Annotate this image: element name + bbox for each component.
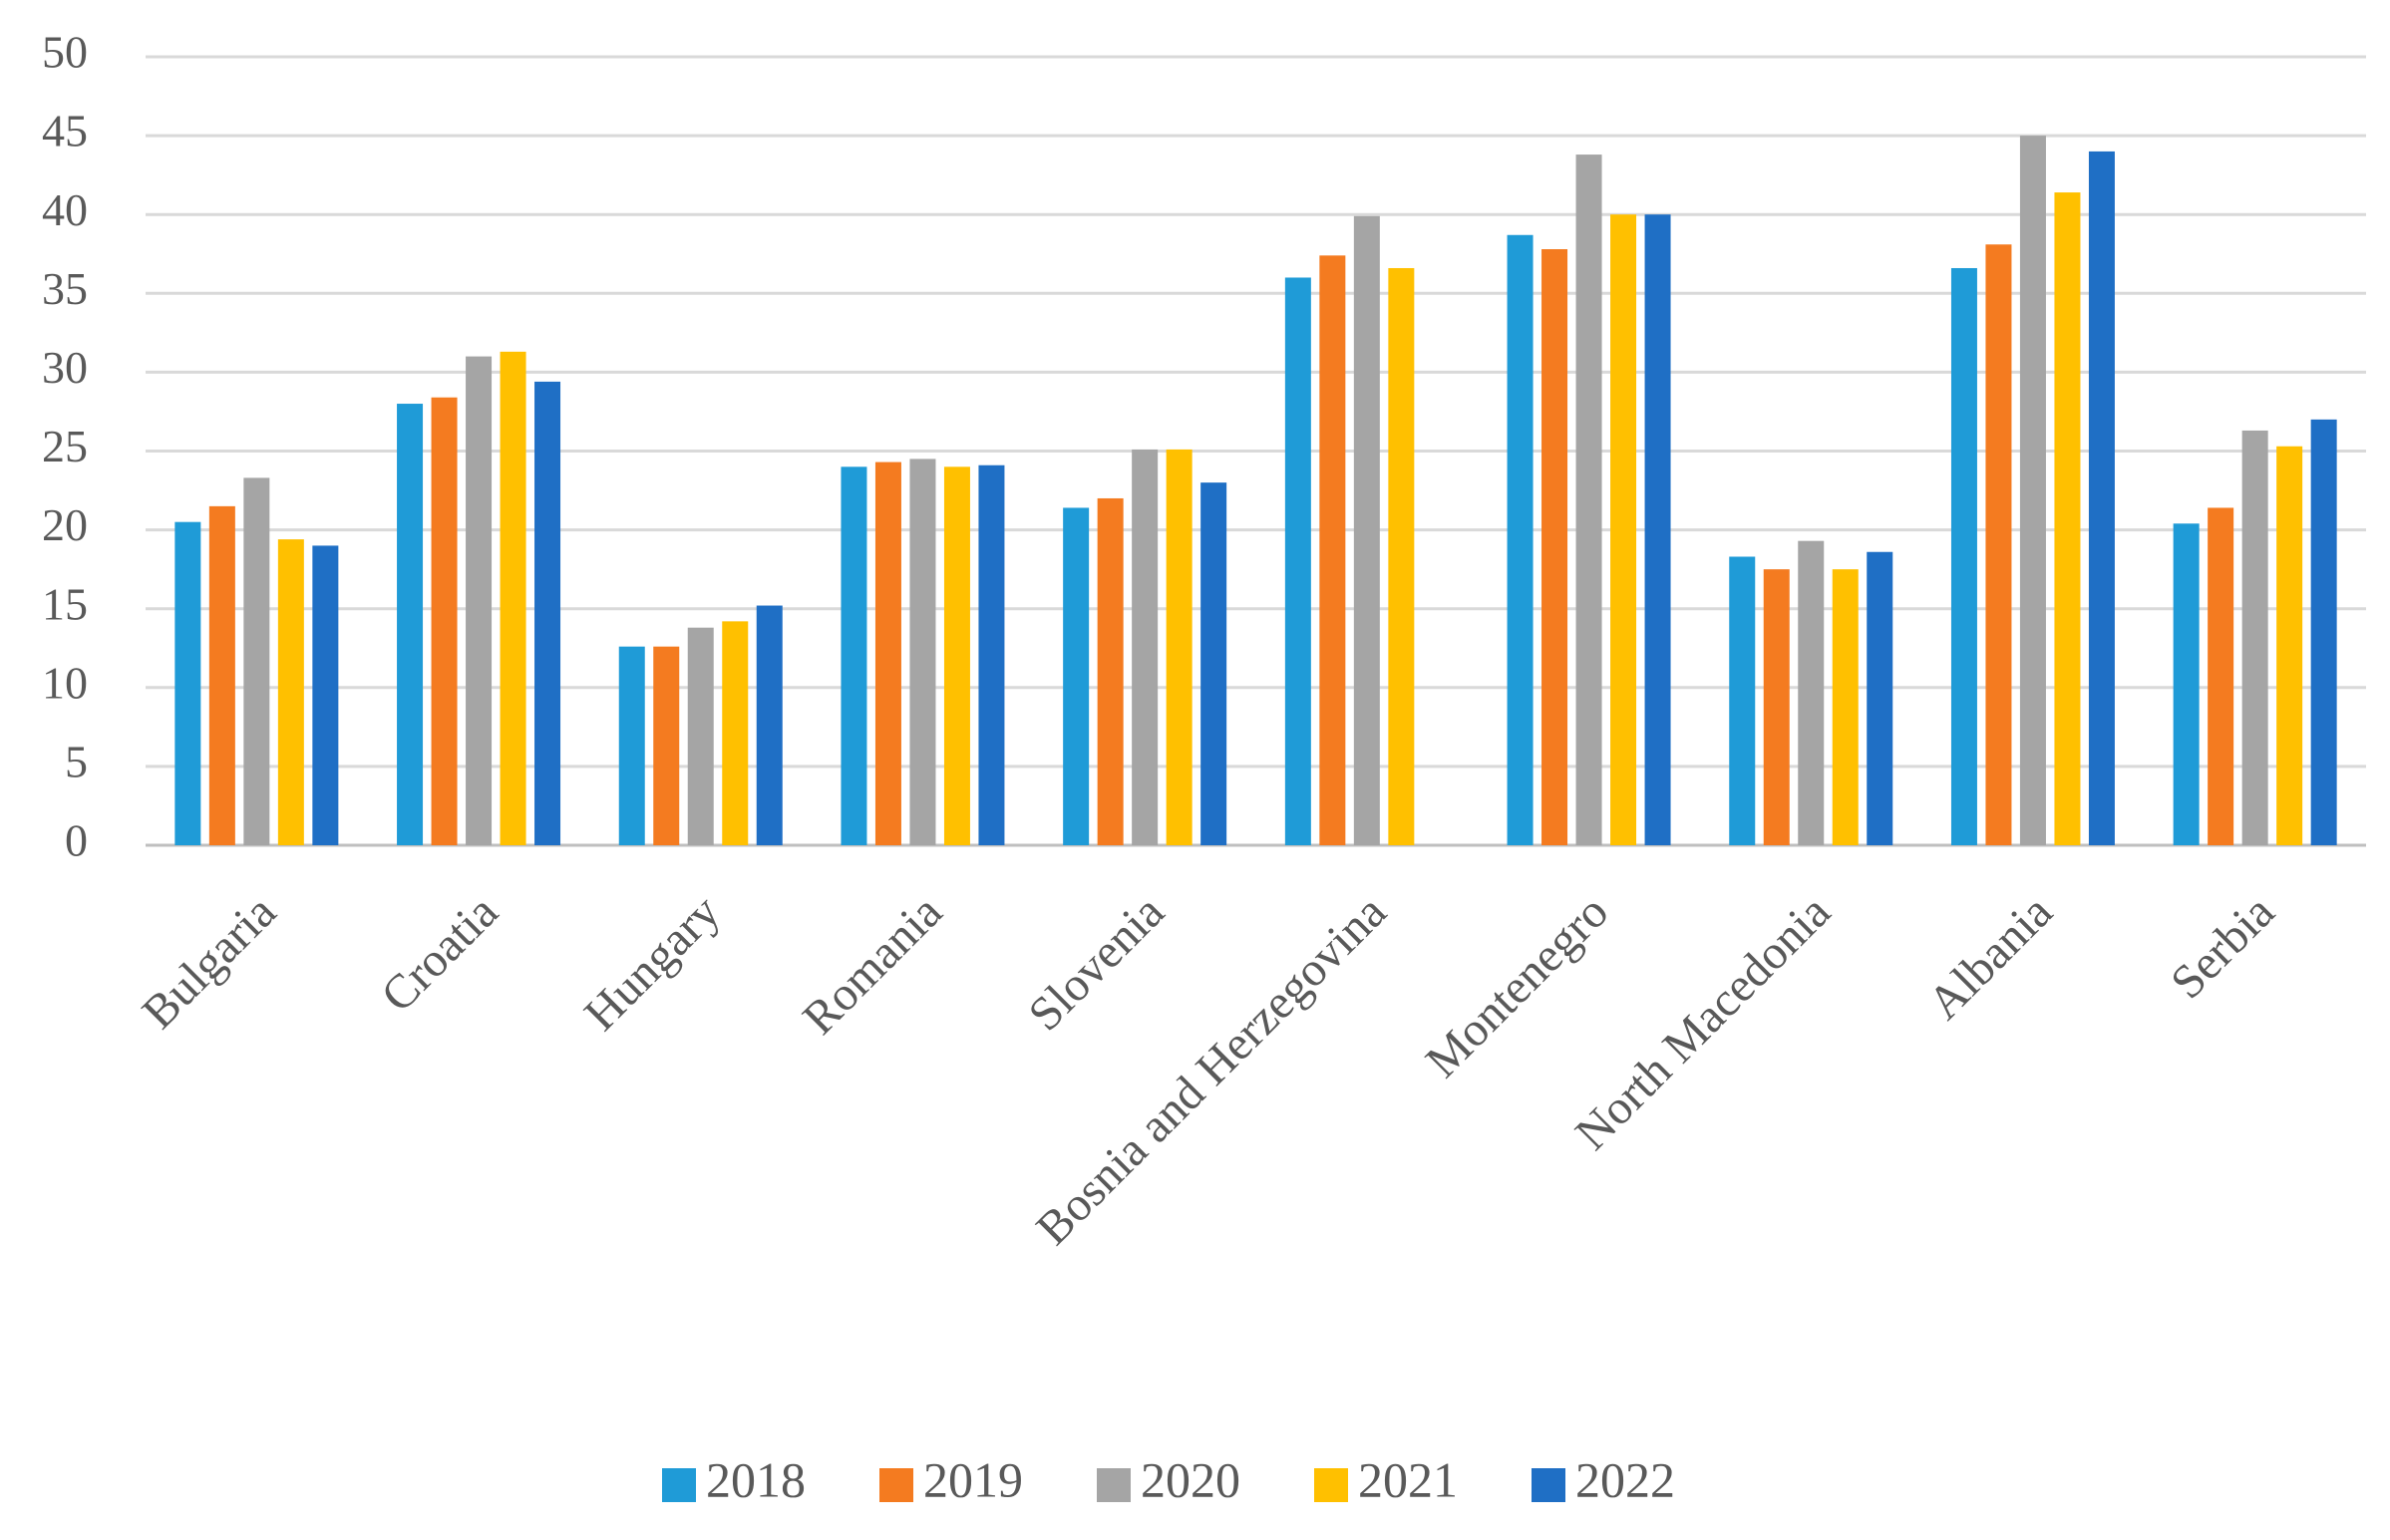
bar xyxy=(1166,449,1193,845)
y-tick-label: 40 xyxy=(42,184,88,235)
bar xyxy=(2019,136,2046,846)
bar xyxy=(2173,523,2200,845)
bar xyxy=(1507,234,1534,846)
bar xyxy=(1798,540,1825,845)
bar xyxy=(874,462,901,845)
bar xyxy=(909,459,936,845)
bar xyxy=(1985,244,2012,845)
bar xyxy=(1729,556,1756,845)
bar xyxy=(500,351,526,845)
bar xyxy=(1353,215,1380,846)
bar xyxy=(978,464,1005,845)
bar xyxy=(722,621,749,845)
bar xyxy=(1132,449,1159,845)
legend-label: 2019 xyxy=(923,1451,1023,1507)
bar xyxy=(2241,430,2268,845)
bar xyxy=(1097,497,1124,845)
bar xyxy=(1063,507,1090,845)
bar xyxy=(1644,214,1671,845)
y-tick-label: 5 xyxy=(65,736,88,786)
y-tick-label: 0 xyxy=(65,815,88,866)
y-tick-label: 50 xyxy=(42,27,88,78)
bar xyxy=(534,381,561,845)
bar xyxy=(1200,482,1227,845)
bar xyxy=(2208,507,2234,845)
bar xyxy=(1541,249,1568,845)
bar xyxy=(243,477,270,845)
x-tick-label: Hungary xyxy=(574,885,730,1041)
y-tick-label: 15 xyxy=(42,578,88,629)
bar xyxy=(2088,151,2115,846)
legend-label: 2022 xyxy=(1575,1451,1675,1507)
bar xyxy=(312,545,339,845)
bar xyxy=(756,605,783,845)
bar xyxy=(466,356,493,845)
bar xyxy=(1610,214,1637,845)
legend-label: 2020 xyxy=(1141,1451,1240,1507)
bar xyxy=(687,627,714,845)
bar xyxy=(2310,419,2337,845)
y-tick-label: 10 xyxy=(42,657,88,708)
bar xyxy=(1832,569,1859,845)
bar xyxy=(2054,192,2081,845)
bar xyxy=(1575,154,1602,846)
legend-swatch xyxy=(662,1468,696,1502)
x-tick-label: Slovenia xyxy=(1018,885,1174,1041)
x-tick-label: Montenegro xyxy=(1416,885,1618,1087)
bar xyxy=(431,397,458,845)
bar xyxy=(1867,551,1893,845)
legend-swatch xyxy=(1532,1468,1565,1502)
bar xyxy=(1284,277,1311,846)
y-tick-label: 45 xyxy=(42,106,88,156)
legend-swatch xyxy=(1314,1468,1348,1502)
bar xyxy=(618,646,645,845)
legend-swatch xyxy=(1097,1468,1131,1502)
bar xyxy=(174,521,201,845)
bar xyxy=(841,466,867,845)
bar xyxy=(208,505,235,845)
bar xyxy=(1950,267,1977,845)
y-tick-label: 30 xyxy=(42,342,88,393)
bar xyxy=(1388,267,1415,845)
legend-swatch xyxy=(879,1468,913,1502)
x-tick-label: Croatia xyxy=(371,885,508,1022)
x-tick-label: Romania xyxy=(793,885,952,1045)
bar xyxy=(1319,255,1346,845)
bar xyxy=(1763,569,1790,845)
y-tick-label: 20 xyxy=(42,499,88,550)
y-tick-label: 35 xyxy=(42,263,88,314)
bar xyxy=(397,404,424,845)
y-tick-label: 25 xyxy=(42,421,88,471)
bar xyxy=(653,646,680,845)
bar xyxy=(2276,446,2303,845)
x-tick-label: Bulgaria xyxy=(133,885,286,1039)
x-tick-label: Albania xyxy=(1918,885,2063,1030)
x-tick-label: Serbia xyxy=(2161,885,2284,1009)
bar xyxy=(943,466,970,845)
legend-label: 2021 xyxy=(1358,1451,1458,1507)
bar xyxy=(277,539,304,845)
legend-label: 2018 xyxy=(706,1451,806,1507)
